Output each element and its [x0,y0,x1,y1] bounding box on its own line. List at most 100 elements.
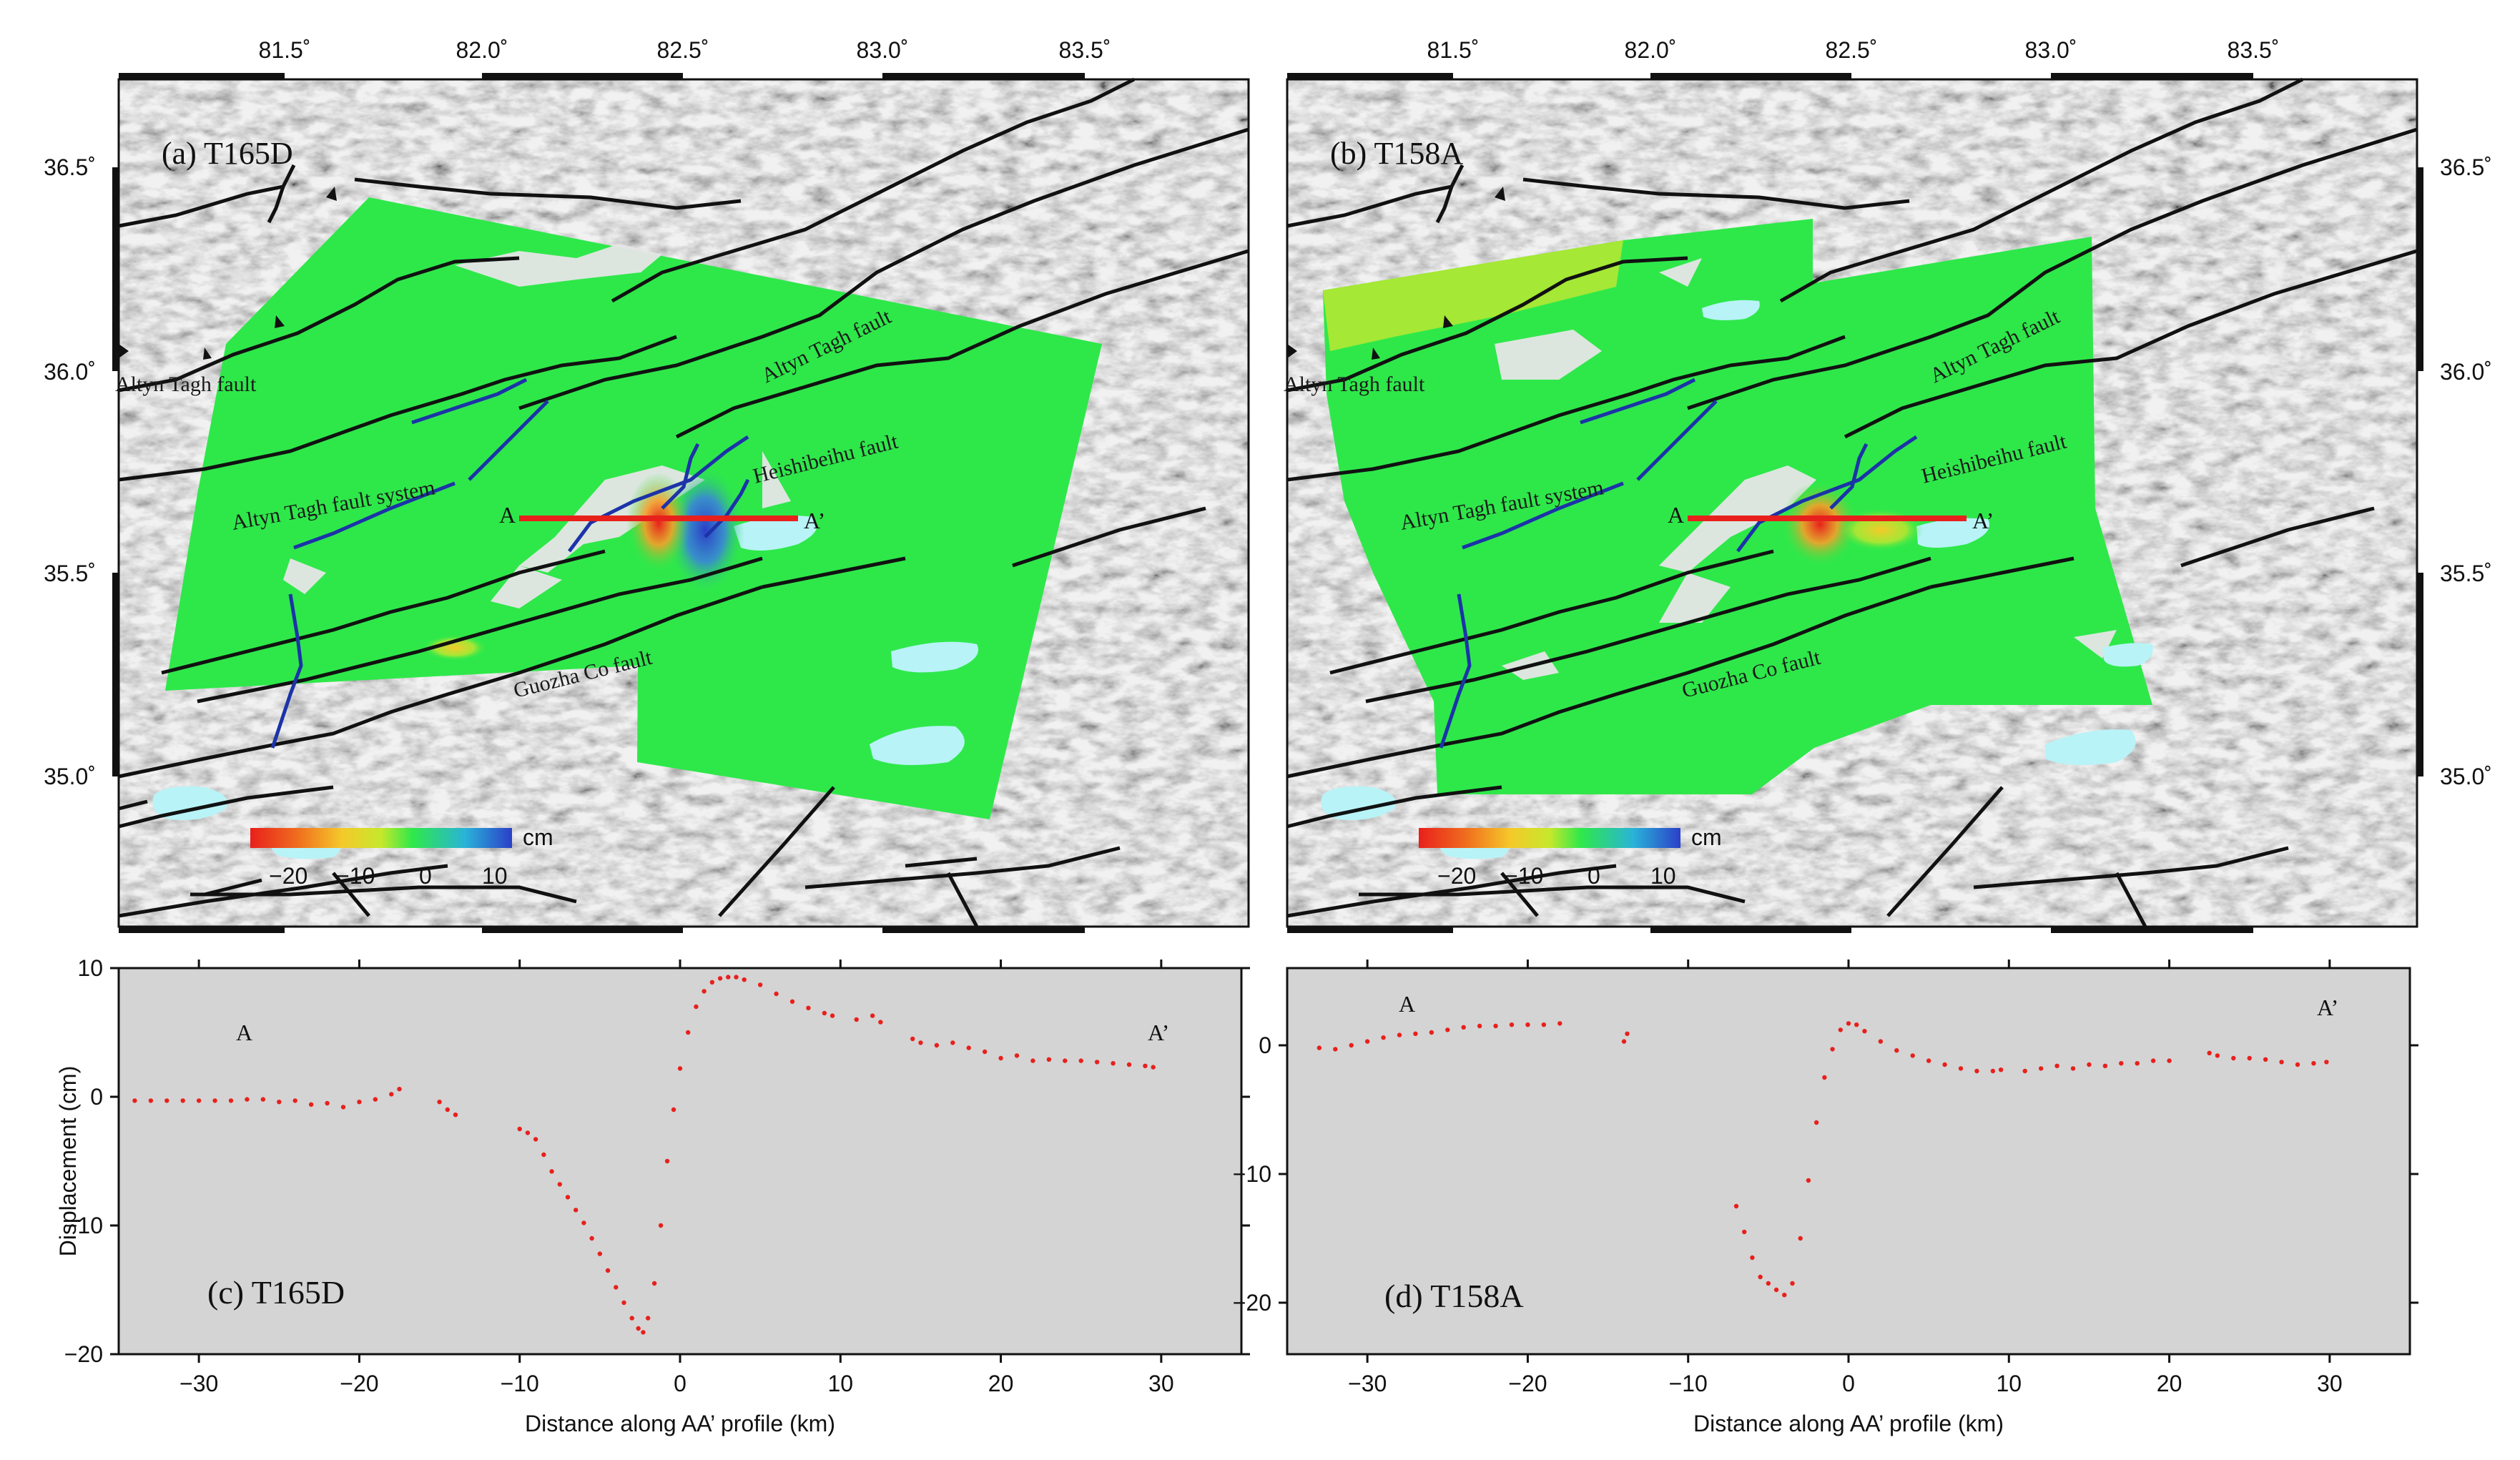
fault-label-altyn-tagh-w: Altyn Tagh fault [115,373,257,396]
lakes-in-swath [734,516,978,765]
data-point [636,1326,641,1331]
data-point [1316,1045,1322,1050]
profile-start-label: A [499,502,516,528]
data-point [180,1098,185,1103]
data-point [870,1013,875,1018]
lon-tick-label: 81.5˚ [259,37,311,63]
data-point [1381,1035,1386,1040]
data-points [132,975,1156,1335]
lat-tick-label: 36.5˚ [2440,154,2492,180]
lakes-in-swath [1702,300,2153,765]
data-point [605,1268,611,1273]
lon-tick-label: 82.5˚ [1826,37,1878,63]
data-point [950,1040,955,1045]
data-point [574,1208,579,1213]
data-point [397,1087,402,1092]
data-point [998,1055,1003,1061]
lon-tick-label: 83.0˚ [857,37,909,63]
profile-end-label-left: A [236,1020,252,1045]
y-tick-label: 10 [77,955,103,981]
data-point [1998,1067,2004,1072]
lat-tick-label: 35.5˚ [2440,561,2492,586]
data-point [734,975,739,980]
data-point [1030,1058,1035,1063]
data-point [1509,1022,1515,1027]
data-point [164,1098,169,1103]
data-point [148,1098,154,1103]
data-point [132,1098,137,1103]
lat-tick-label: 36.0˚ [2440,359,2492,385]
data-point [726,975,731,980]
thrust-teeth [119,187,337,360]
data-point [373,1097,378,1102]
colorbar-tick: −20 [269,863,307,889]
data-point [1790,1281,1795,1286]
data-point [2231,1055,2236,1061]
plot-title: (d) T158A [1384,1278,1524,1314]
lon-tick-label: 81.5˚ [1427,37,1480,63]
data-point [2263,1057,2268,1062]
x-tick-label: −10 [501,1371,539,1396]
data-point [549,1169,554,1174]
data-point [1862,1029,1867,1034]
map-border-ticks [112,73,1085,933]
data-point [2119,1061,2124,1066]
data-point [2135,1061,2140,1066]
data-point [2279,1060,2284,1065]
data-point [2207,1050,2212,1056]
data-point [664,1158,670,1164]
data-point [1621,1039,1627,1044]
data-point [1958,1066,1964,1071]
data-point [694,1004,699,1010]
data-point [830,1013,835,1018]
data-point [1126,1062,1132,1067]
blue-thrust-faults [270,378,750,749]
profile-end-label-left: A [1399,991,1415,1017]
data-point [1758,1274,1763,1280]
map-frame-b [1286,78,2418,928]
data-point [1742,1229,1747,1235]
data-point [389,1092,394,1097]
data-point [629,1316,634,1321]
data-point [806,1005,811,1011]
data-point [1766,1281,1771,1286]
data-point [757,982,763,987]
data-point [308,1102,314,1108]
x-tick-label: 0 [674,1371,686,1396]
profile-end-label-right: A’ [1148,1020,1169,1045]
data-point [597,1251,603,1256]
lon-ticks-b: 81.5˚ 82.0˚ 82.5˚ 83.0˚ 83.5˚ [1427,37,2280,63]
data-point [2102,1063,2108,1069]
data-point [245,1097,250,1102]
data-point [966,1045,971,1050]
data-point [533,1137,538,1142]
data-point [1773,1287,1779,1293]
x-axis-label: Distance along AA’ profile (km) [525,1411,835,1436]
plot-title: (c) T165D [207,1274,345,1311]
data-point [1830,1047,1835,1052]
data-point [774,991,779,997]
panel-label-a: (a) T165D [162,136,293,171]
colorbar-tick: 0 [1588,863,1600,889]
plot-area [1286,967,2411,1356]
data-point [910,1036,915,1042]
data-point [789,999,795,1005]
axis-ticks: −30 −20 −10 0 10 20 30 −20 −10 0 10 [64,955,1250,1396]
data-point [1822,1075,1827,1080]
y-axis-label: Displacement (cm) [55,1066,81,1257]
x-tick-label: 30 [1148,1371,1174,1396]
data-point [2087,1062,2092,1067]
y-tick-label: −10 [1233,1161,1271,1187]
data-point [1806,1178,1811,1183]
x-tick-label: −20 [340,1371,378,1396]
lat-tick-label: 36.5˚ [44,154,96,180]
data-point [325,1100,330,1106]
lat-tick-label: 36.0˚ [44,359,96,385]
data-point [2167,1058,2172,1063]
data-point [1846,1021,1851,1026]
data-point [541,1152,546,1158]
data-point [445,1107,450,1113]
y-tick-label: −10 [64,1213,103,1238]
lon-tick-label: 82.0˚ [1625,37,1677,63]
